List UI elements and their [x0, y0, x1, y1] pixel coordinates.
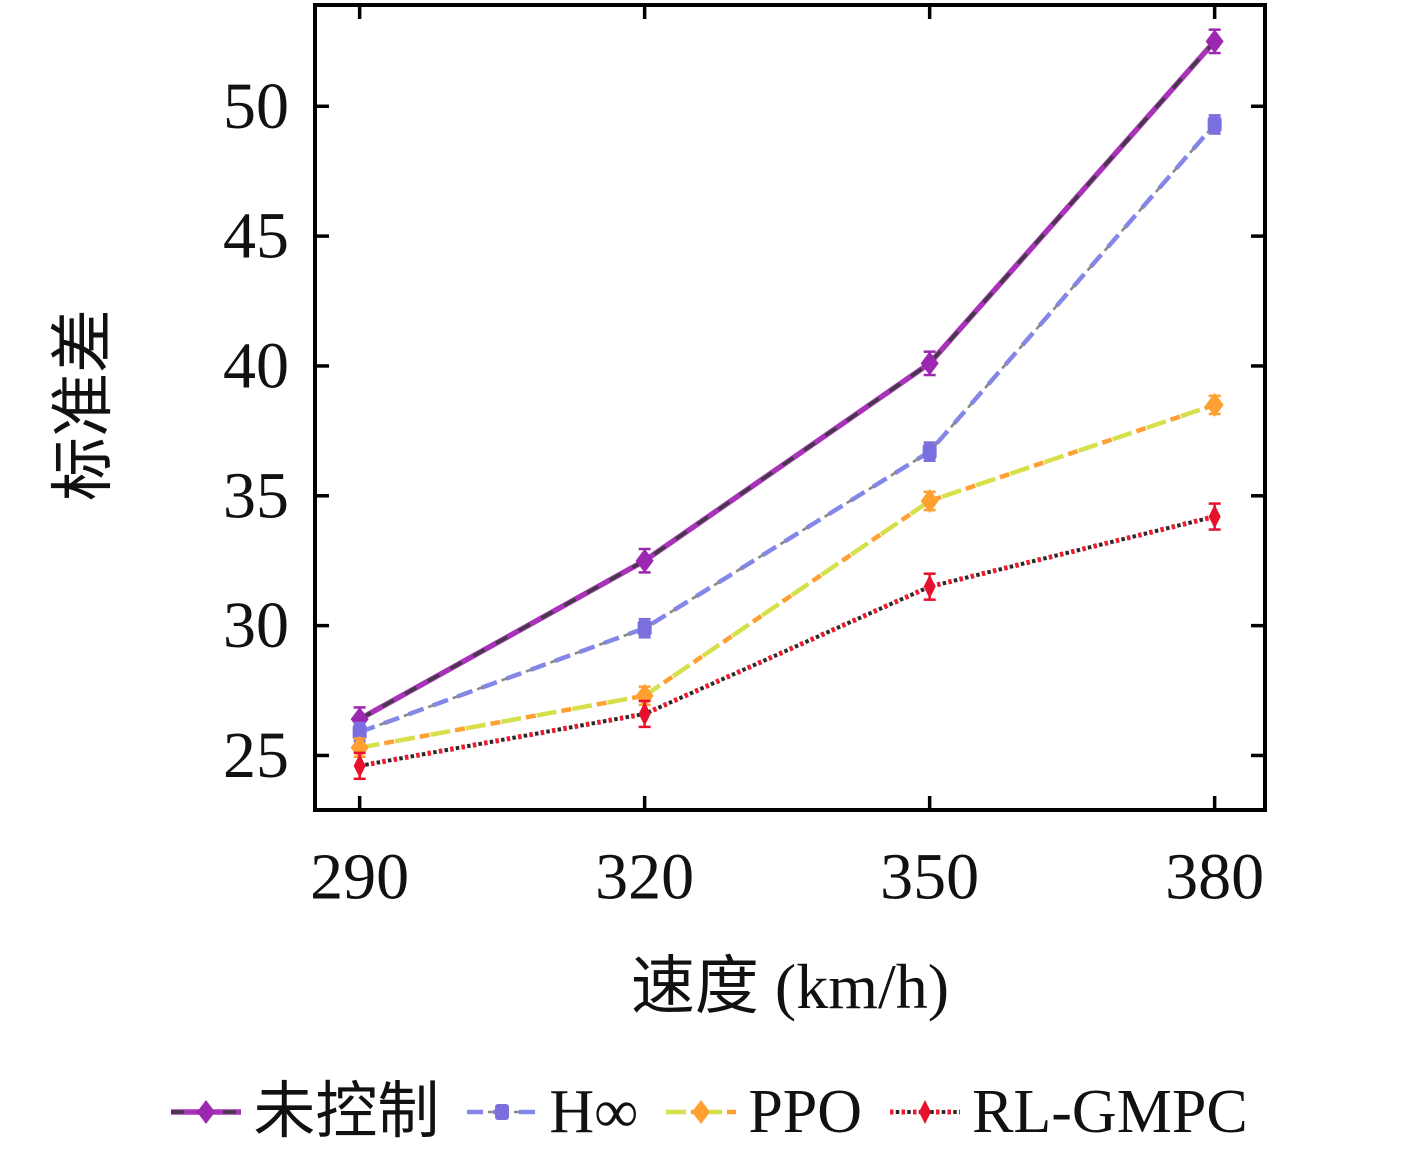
- legend-marker-icon: [890, 1100, 961, 1124]
- legend-item-2[interactable]: H∞: [465, 1081, 638, 1143]
- y-tick-label: 25: [223, 719, 289, 792]
- data-marker-3: [920, 488, 939, 513]
- y-tick-label: 30: [223, 589, 289, 662]
- series-line-2: [358, 122, 1217, 735]
- legend-marker-icon: [666, 1100, 737, 1124]
- x-axis-label: 速度 (km/h): [631, 951, 949, 1022]
- x-tick-label: 290: [310, 840, 409, 913]
- legend-label: H∞: [549, 1078, 639, 1146]
- series-line-3: [359, 402, 1216, 750]
- legend-marker-icon: [171, 1100, 242, 1124]
- legend-marker-icon: [467, 1104, 538, 1120]
- series-line-1: [358, 39, 1217, 722]
- legend-item-3[interactable]: PPO: [664, 1081, 862, 1143]
- data-marker-4: [923, 574, 936, 599]
- x-tick-label: 380: [1165, 840, 1264, 913]
- line-chart: 290 320 350 380 25 30 35 40 45 50 速度 (km/h) 标准差: [48, 3, 1267, 1022]
- data-marker-2: [922, 443, 937, 460]
- series-line-2: [359, 123, 1216, 734]
- x-tick-label: 320: [595, 840, 694, 913]
- y-axis-label: 标准差: [48, 309, 119, 501]
- legend-marker-shape: [692, 1100, 711, 1124]
- y-tick-label: 45: [223, 200, 289, 273]
- legend-item-4[interactable]: RL-GMPC: [888, 1081, 1248, 1143]
- y-tick-label: 35: [223, 459, 289, 532]
- data-marker-4: [638, 701, 651, 726]
- legend-label: RL-GMPC: [972, 1078, 1248, 1146]
- x-tick-label: 350: [880, 840, 979, 913]
- y-tick-label: 40: [223, 329, 289, 402]
- data-marker-1: [1205, 29, 1224, 54]
- legend-item-1[interactable]: 未控制: [169, 1081, 439, 1143]
- legend-label: PPO: [748, 1078, 863, 1146]
- data-marker-4: [353, 753, 366, 778]
- legend-marker-shape: [919, 1100, 932, 1124]
- legend-marker-shape: [495, 1104, 510, 1120]
- legend-label: 未控制: [253, 1078, 440, 1146]
- data-marker-1: [920, 351, 939, 376]
- data-marker-4: [1208, 504, 1221, 529]
- data-marker-2: [637, 620, 652, 637]
- series-line-1: [358, 40, 1216, 721]
- y-tick-label: 50: [223, 70, 289, 143]
- data-marker-2: [1207, 116, 1222, 133]
- data-marker-2: [352, 724, 367, 741]
- series-line-3: [359, 402, 1216, 750]
- legend-marker-shape: [197, 1100, 216, 1124]
- data-marker-1: [635, 548, 654, 573]
- data-marker-3: [1205, 392, 1224, 417]
- plot-frame: [313, 3, 1267, 812]
- legend: 未控制 H∞ PPO RL-GMPC: [0, 1066, 1417, 1158]
- series-line-4: [359, 514, 1216, 769]
- series-line-4: [359, 514, 1216, 768]
